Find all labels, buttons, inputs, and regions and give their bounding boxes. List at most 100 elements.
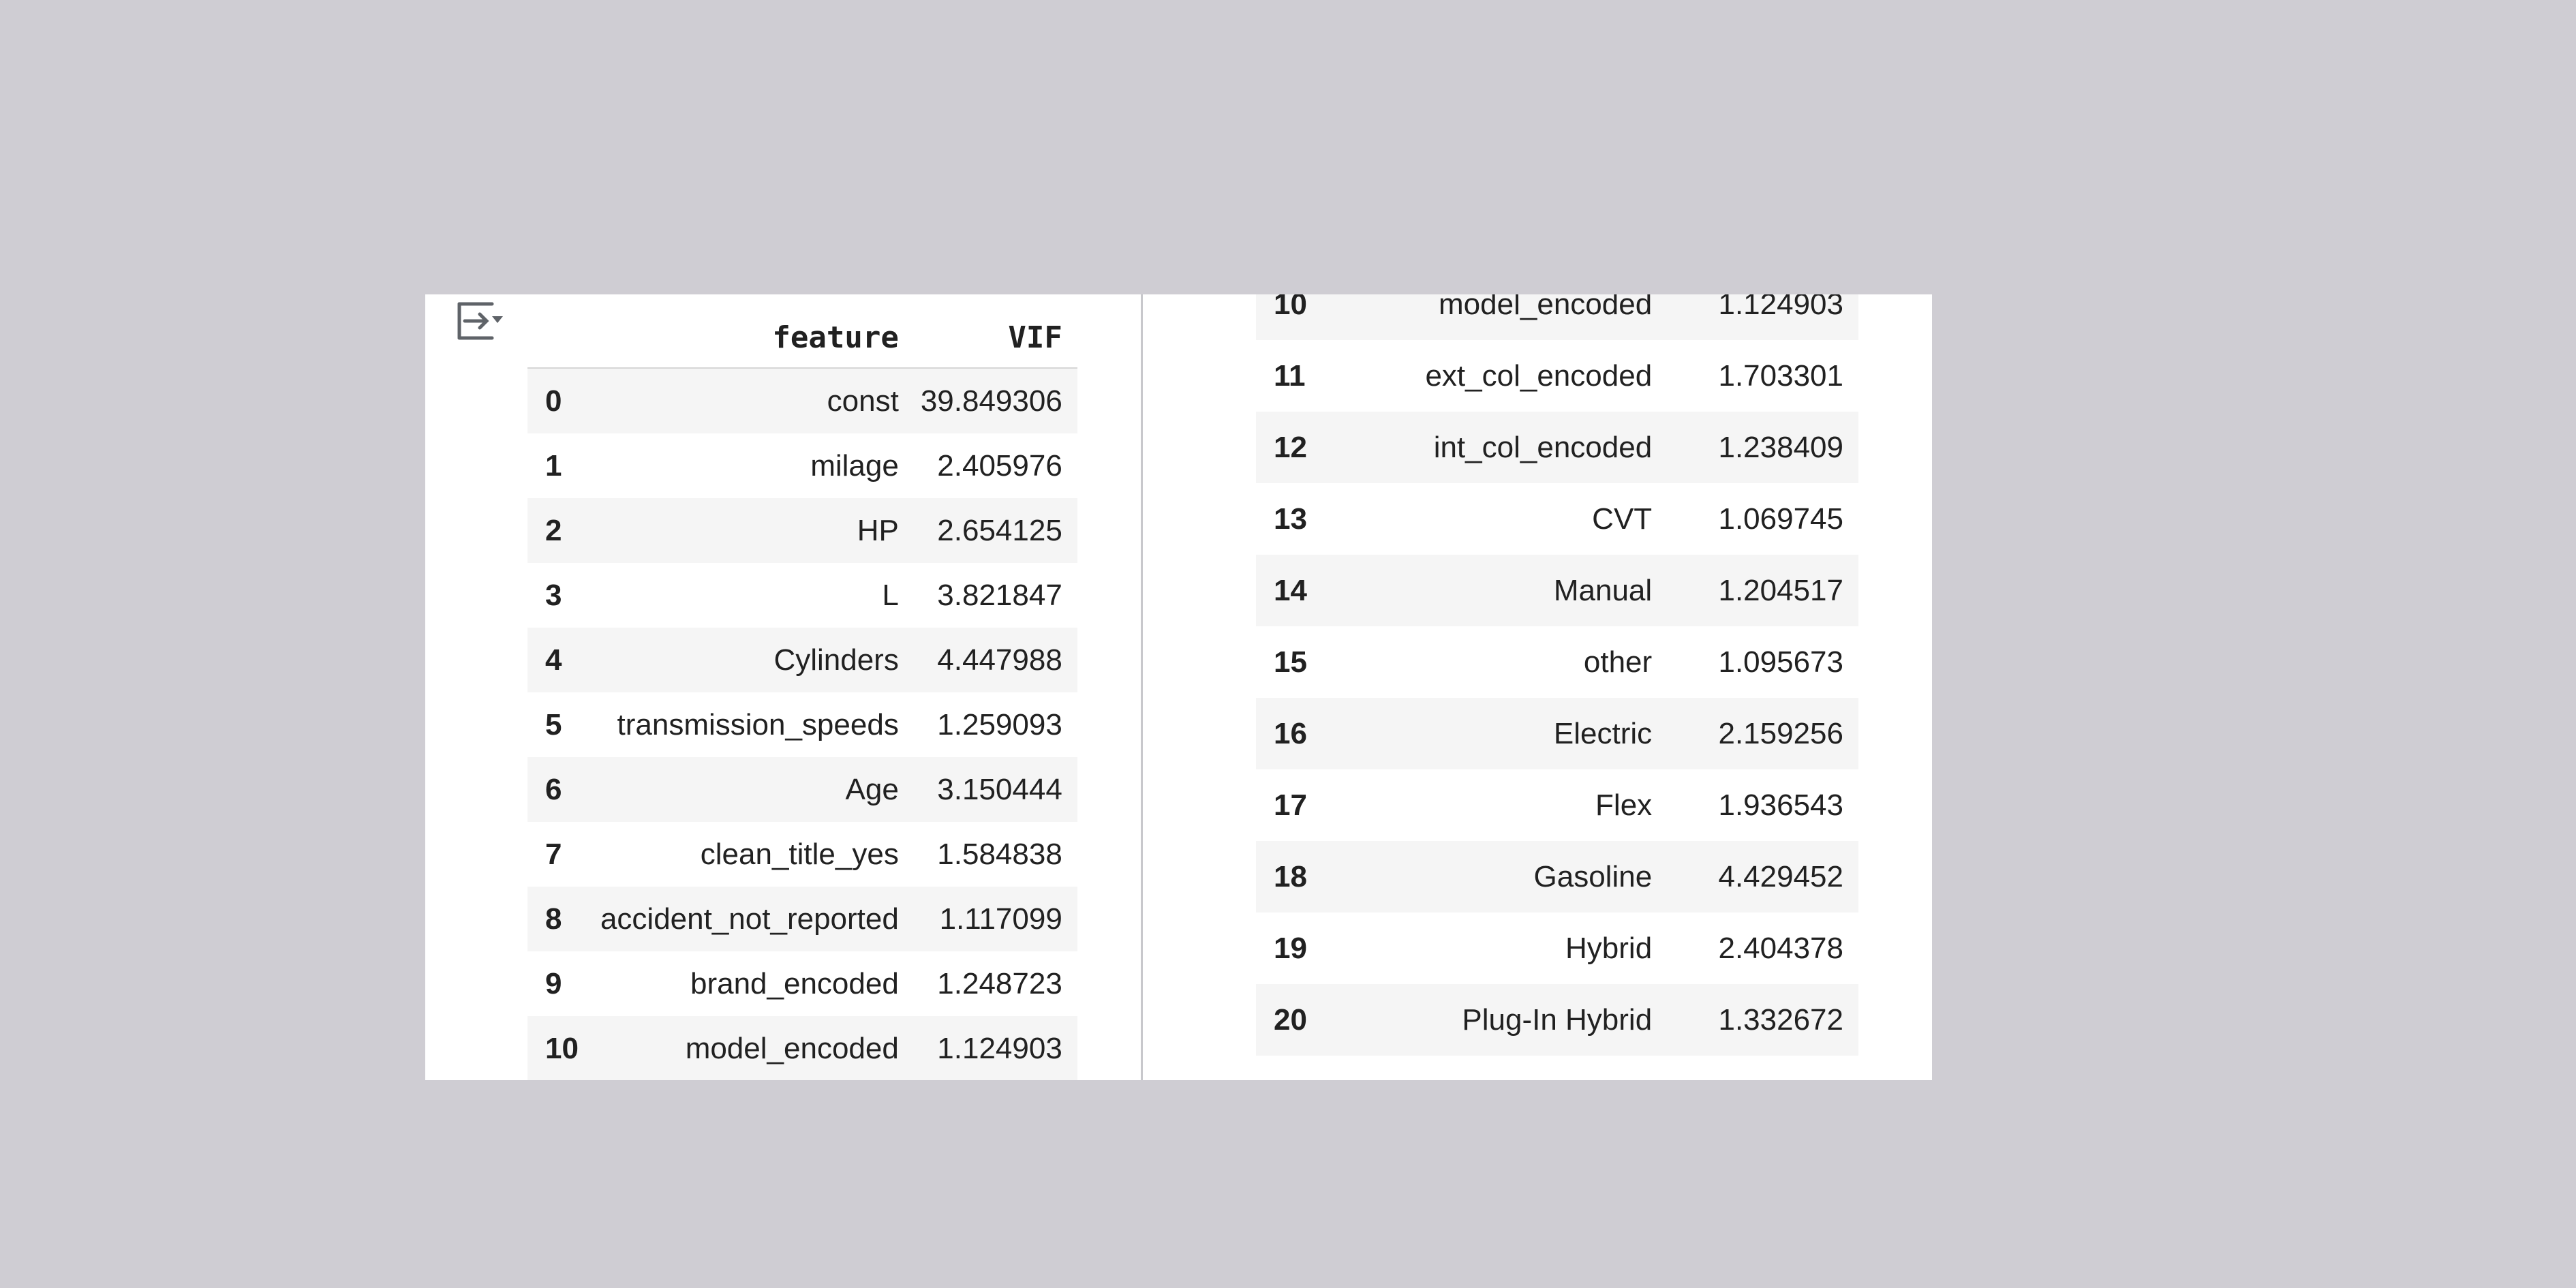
vif-cell: 1.069745 bbox=[1718, 502, 1843, 536]
row-index: 12 bbox=[1256, 412, 1343, 483]
row-index: 16 bbox=[1256, 698, 1343, 769]
row-index: 9 bbox=[545, 966, 562, 1000]
panel-divider bbox=[1141, 294, 1143, 1080]
feature-cell: Manual bbox=[1343, 555, 1668, 626]
table-row: 10 model_encoded 1.124903 bbox=[527, 1016, 1077, 1080]
table-row: 5 transmission_speeds 1.259093 bbox=[527, 692, 1077, 757]
feature-cell: model_encoded bbox=[1343, 294, 1668, 340]
vif-cell: 3.821847 bbox=[937, 578, 1062, 612]
row-index: 0 bbox=[527, 368, 594, 433]
index-header bbox=[527, 308, 594, 369]
table-row: 1 milage 2.405976 bbox=[527, 433, 1077, 498]
feature-cell: Plug-In Hybrid bbox=[1343, 984, 1668, 1056]
table-row: 20 Plug-In Hybrid 1.332672 bbox=[1256, 984, 1858, 1056]
feature-cell: Cylinders bbox=[593, 628, 914, 692]
row-index: 5 bbox=[545, 707, 562, 741]
table-row: 0 const 39.849306 bbox=[527, 368, 1077, 433]
feature-cell: accident_not_reported bbox=[593, 887, 914, 951]
vif-cell: 1.095673 bbox=[1718, 645, 1843, 679]
vif-cell: 1.124903 bbox=[913, 1016, 1077, 1080]
vif-cell: 1.248723 bbox=[937, 966, 1062, 1000]
table-row: 4 Cylinders 4.447988 bbox=[527, 628, 1077, 692]
row-index: 17 bbox=[1274, 788, 1307, 822]
row-index: 8 bbox=[527, 887, 594, 951]
table-row: 3 L 3.821847 bbox=[527, 563, 1077, 628]
output-panel-right: 10 model_encoded 1.124903 11 ext_col_encoded… bbox=[1143, 294, 1932, 1080]
row-index: 1 bbox=[545, 448, 562, 482]
vif-cell: 2.654125 bbox=[913, 498, 1077, 563]
table-row: 14 Manual 1.204517 bbox=[1256, 555, 1858, 626]
vif-cell: 2.405976 bbox=[937, 448, 1062, 482]
row-index: 14 bbox=[1256, 555, 1343, 626]
row-index: 10 bbox=[527, 1016, 594, 1080]
vif-cell: 2.159256 bbox=[1667, 698, 1858, 769]
row-index: 10 bbox=[1256, 294, 1343, 340]
feature-cell: model_encoded bbox=[593, 1016, 914, 1080]
table-body-left: 0 const 39.849306 1 milage 2.405976 2 HP 2.65412… bbox=[527, 368, 1077, 1080]
row-index: 19 bbox=[1274, 931, 1307, 965]
feature-cell: const bbox=[593, 368, 914, 433]
row-index: 21 bbox=[1256, 1056, 1343, 1081]
feature-cell: Flex bbox=[1595, 788, 1653, 822]
vif-cell: 2.404378 bbox=[1718, 931, 1843, 965]
row-index: 18 bbox=[1256, 841, 1343, 913]
feature-cell: clean_title_yes bbox=[700, 837, 899, 871]
vif-cell: 1.124903 bbox=[1667, 294, 1858, 340]
feature-cell: int_col_encoded bbox=[1343, 412, 1668, 483]
feature-cell: Age bbox=[593, 757, 914, 822]
vif-cell: 1.117099 bbox=[913, 887, 1077, 951]
vif-cell: 1.703301 bbox=[1718, 358, 1843, 393]
table-body-right: 10 model_encoded 1.124903 11 ext_col_encoded… bbox=[1256, 294, 1858, 1080]
table-row: 16 Electric 2.159256 bbox=[1256, 698, 1858, 769]
feature-cell: L bbox=[882, 578, 899, 612]
feature-cell: transmission_speeds bbox=[617, 707, 899, 741]
table-row: 2 HP 2.654125 bbox=[527, 498, 1077, 563]
vif-cell: 1.204517 bbox=[1667, 555, 1858, 626]
table-row: 6 Age 3.150444 bbox=[527, 757, 1077, 822]
feature-cell: – bbox=[1343, 1056, 1667, 1081]
table-row: 13 CVT 1.069745 bbox=[1256, 483, 1858, 555]
row-index: 6 bbox=[527, 757, 594, 822]
vif-table-left: feature VIF 0 const 39.849306 1 milage 2.4059… bbox=[527, 308, 1077, 1080]
row-index: 11 bbox=[1274, 358, 1306, 393]
table-row: 17 Flex 1.936543 bbox=[1256, 769, 1858, 841]
row-index: 20 bbox=[1256, 984, 1343, 1056]
vif-cell: 1.584838 bbox=[937, 837, 1062, 871]
row-index: 4 bbox=[527, 628, 594, 692]
row-index: 2 bbox=[527, 498, 594, 563]
table-row: 12 int_col_encoded 1.238409 bbox=[1256, 412, 1858, 483]
table-row: 7 clean_title_yes 1.584838 bbox=[527, 822, 1077, 887]
vif-cell: 1.238409 bbox=[1667, 412, 1858, 483]
table-header-row: feature VIF bbox=[527, 308, 1077, 369]
vif-cell: 1.388774 bbox=[1667, 1056, 1858, 1081]
feature-cell: CVT bbox=[1592, 502, 1653, 536]
table-row: 15 other 1.095673 bbox=[1256, 626, 1858, 698]
feature-cell: milage bbox=[810, 448, 899, 482]
feature-column-header: feature bbox=[593, 308, 914, 369]
feature-cell: Hybrid bbox=[1565, 931, 1653, 965]
vif-cell: 39.849306 bbox=[913, 368, 1077, 433]
table-row: 11 ext_col_encoded 1.703301 bbox=[1256, 340, 1858, 412]
row-index: 13 bbox=[1274, 502, 1307, 536]
output-collapse-icon[interactable] bbox=[455, 298, 504, 343]
table-row: 21–1.388774 bbox=[1256, 1056, 1858, 1081]
output-panel-left: feature VIF 0 const 39.849306 1 milage 2.4059… bbox=[425, 294, 1141, 1080]
vif-cell: 1.332672 bbox=[1667, 984, 1858, 1056]
row-index: 15 bbox=[1274, 645, 1307, 679]
table-row: 10 model_encoded 1.124903 bbox=[1256, 294, 1858, 340]
vif-cell: 4.447988 bbox=[913, 628, 1077, 692]
feature-cell: brand_encoded bbox=[690, 966, 899, 1000]
vif-cell: 3.150444 bbox=[913, 757, 1077, 822]
row-index: 3 bbox=[545, 578, 562, 612]
vif-cell: 1.259093 bbox=[937, 707, 1062, 741]
table-row: 8 accident_not_reported 1.117099 bbox=[527, 887, 1077, 951]
vif-cell: 1.936543 bbox=[1718, 788, 1843, 822]
feature-cell: Electric bbox=[1343, 698, 1668, 769]
table-row: 18 Gasoline 4.429452 bbox=[1256, 841, 1858, 913]
feature-cell: Gasoline bbox=[1343, 841, 1668, 913]
feature-cell: HP bbox=[593, 498, 914, 563]
vif-table-right: 10 model_encoded 1.124903 11 ext_col_encoded… bbox=[1256, 294, 1858, 1080]
row-index: 7 bbox=[545, 837, 562, 871]
table-row: 19 Hybrid 2.404378 bbox=[1256, 913, 1858, 984]
vif-cell: 4.429452 bbox=[1667, 841, 1858, 913]
